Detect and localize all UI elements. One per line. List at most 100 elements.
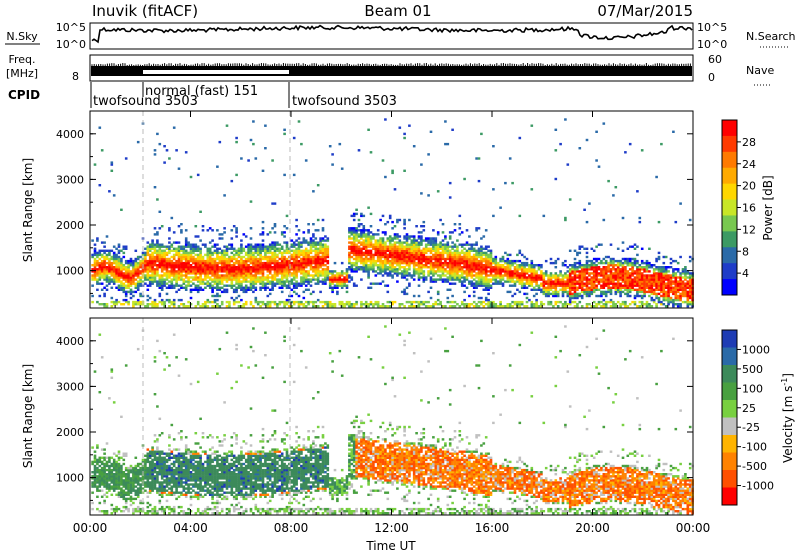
power-cell [173,262,176,264]
power-cell [286,258,289,260]
power-cell [123,283,126,285]
power-cell [259,278,262,280]
power-cell [355,244,358,246]
power-cell [403,227,406,229]
power-cell [377,239,380,241]
power-cell [96,301,99,303]
power-cell [391,252,394,254]
power-cell [127,264,130,266]
power-cell [432,278,435,280]
power-cell [240,270,243,272]
power-cell [235,283,238,285]
power-cell [643,295,646,297]
power-cell [221,260,224,262]
power-cell [190,297,193,299]
power-cell [461,250,464,252]
power-cell [547,283,550,285]
power-cell [211,246,214,248]
power-cell [281,274,284,276]
power-cell [310,256,313,258]
power-cell [552,262,555,264]
power-cell [322,278,325,280]
power-cell [437,274,440,276]
power-cell [641,248,644,250]
power-cell [257,270,260,272]
power-cell [238,295,241,297]
power-cell [375,233,378,235]
power-cell [490,256,493,258]
power-cell [223,256,226,258]
power-cell [125,291,128,293]
power-cell [274,278,277,280]
power-cell [331,303,334,305]
power-cell [408,256,411,258]
power-cell [509,278,512,280]
power-cell [115,268,118,270]
power-cell [569,198,572,200]
power-cell [322,248,325,250]
power-cell [168,258,171,260]
power-cell [567,287,570,289]
power-cell [516,254,519,256]
power-cell [262,270,265,272]
power-cell [185,268,188,270]
power-cell [451,264,454,266]
power-cell [312,274,315,276]
power-cell [646,264,649,266]
power-cell [322,244,325,246]
power-cell [113,270,116,272]
power-cell [353,262,356,264]
power-cell [243,264,246,266]
power-cell [627,283,630,285]
power-cell [617,274,620,276]
power-cell [168,241,171,243]
power-cell [370,231,373,233]
power-cell [437,268,440,270]
power-cell [552,295,555,297]
power-cell [358,256,361,258]
power-cell [679,256,682,258]
power-cell [192,278,195,280]
power-cell [274,301,277,303]
power-cell [579,260,582,262]
power-cell [540,278,543,280]
power-cell [233,291,236,293]
power-cell [190,260,193,262]
power-cell [324,270,327,272]
power-cell [384,264,387,266]
power-cell [106,289,109,291]
power-cell [466,229,469,231]
power-cell [367,231,370,233]
power-cell [360,278,363,280]
power-cell [557,291,560,293]
power-cell [641,149,644,151]
power-cell [658,274,661,276]
power-cell [192,283,195,285]
power-cell [552,305,555,307]
power-cell [327,252,330,254]
power-cell [115,299,118,301]
power-cell [475,227,478,229]
power-cell [327,237,330,239]
power-cell [384,270,387,272]
power-cell [259,270,262,272]
power-cell [252,305,255,307]
power-cell [257,260,260,262]
power-cell [295,260,298,262]
power-cell [444,252,447,254]
power-cell [355,213,358,215]
power-cell [391,221,394,223]
power-cell [240,280,243,282]
power-cell [533,268,536,270]
power-cell [312,190,315,192]
power-cell [185,239,188,241]
power-cell [437,252,440,254]
power-cell [367,207,370,209]
power-cell [547,301,550,303]
power-cell [219,283,222,285]
power-cell [377,244,380,246]
power-cell [159,278,162,280]
power-cell [639,268,642,270]
power-cell [471,264,474,266]
power-cell [425,301,428,303]
